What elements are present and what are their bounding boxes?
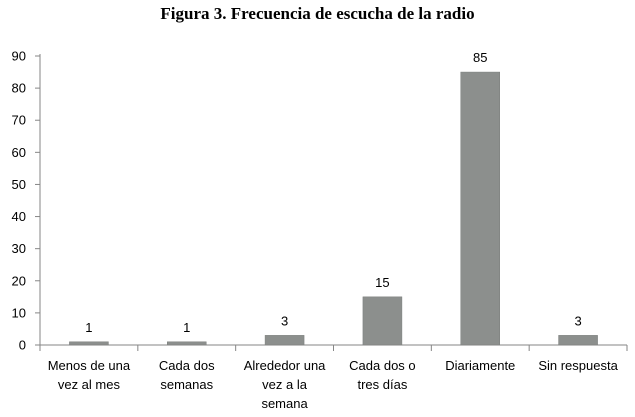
y-axis: 0 10 20 30 40 50 60 70 80 90 xyxy=(12,49,41,353)
category-label: tres días xyxy=(357,377,407,392)
category-labels: Menos de una vez al mes Cada dos semanas Alr… xyxy=(48,358,619,411)
category-label: Diariamente xyxy=(445,358,515,373)
category-label: Menos de una xyxy=(48,358,131,373)
y-tick-label: 90 xyxy=(12,49,26,64)
category-label: Alrededor una xyxy=(244,358,326,373)
data-labels: 1 1 3 15 85 3 xyxy=(85,50,581,335)
bar xyxy=(69,341,109,346)
data-label: 1 xyxy=(85,320,92,335)
y-tick-label: 20 xyxy=(12,273,26,288)
category-label: vez a la xyxy=(262,377,308,392)
y-tick-label: 10 xyxy=(12,305,26,320)
bars xyxy=(69,71,598,346)
data-label: 1 xyxy=(183,320,190,335)
y-tick-label: 40 xyxy=(12,209,26,224)
bar xyxy=(558,335,598,346)
category-label: vez al mes xyxy=(58,377,121,392)
category-label: semana xyxy=(261,396,308,411)
chart-title: Figura 3. Frecuencia de escucha de la ra… xyxy=(160,4,475,23)
category-label: Sin respuesta xyxy=(538,358,618,373)
category-label: semanas xyxy=(160,377,213,392)
y-tick-label: 30 xyxy=(12,241,26,256)
bar xyxy=(460,71,500,346)
y-tick-label: 50 xyxy=(12,177,26,192)
data-label: 3 xyxy=(574,313,581,328)
x-axis xyxy=(39,344,628,351)
bar xyxy=(167,341,207,346)
data-label: 85 xyxy=(473,50,487,65)
bar xyxy=(264,335,305,346)
bar xyxy=(362,296,403,346)
category-label: Cada dos o xyxy=(349,358,416,373)
category-label: Cada dos xyxy=(159,358,215,373)
y-tick-label: 0 xyxy=(19,338,26,353)
y-tick-label: 80 xyxy=(12,81,26,96)
y-tick-label: 60 xyxy=(12,145,26,160)
data-label: 3 xyxy=(281,313,288,328)
y-tick-label: 70 xyxy=(12,113,26,128)
data-label: 15 xyxy=(375,275,389,290)
